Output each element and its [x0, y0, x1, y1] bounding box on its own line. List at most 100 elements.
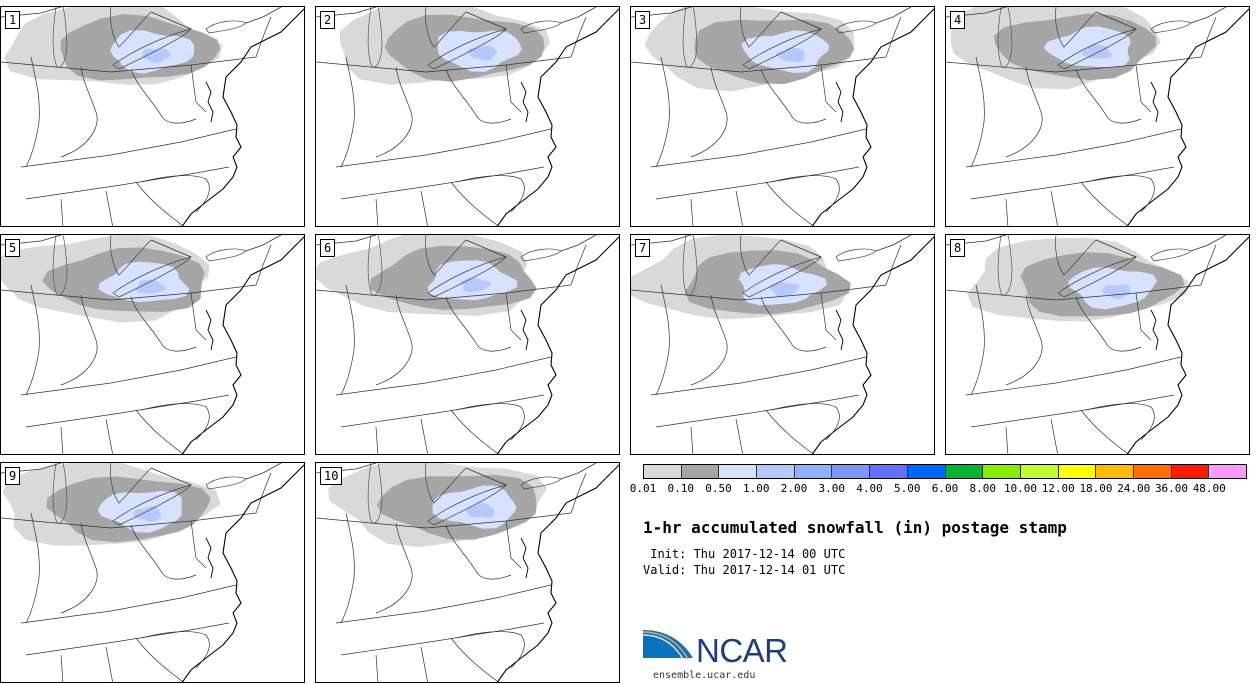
state-border	[1005, 181, 1129, 226]
lake-huron-outline	[110, 463, 152, 504]
state-border	[340, 166, 545, 200]
snow-area-heavier	[461, 277, 492, 293]
state-border	[650, 128, 867, 168]
state-border	[316, 512, 572, 529]
colorbar-tick-label: 3.00	[818, 482, 846, 495]
coastline	[181, 236, 304, 454]
coastline	[181, 464, 304, 682]
chesapeake-coast	[1150, 309, 1159, 351]
lake-michigan-outline	[367, 7, 383, 68]
lake-huron-outline	[110, 235, 152, 276]
chesapeake-coast	[520, 309, 529, 351]
snow-area-heavy	[1043, 26, 1131, 68]
lake-huron-outline	[425, 235, 467, 276]
member-label: 6	[320, 239, 336, 257]
lake-michigan-outline	[682, 7, 698, 68]
lake-huron-outline	[425, 7, 467, 48]
colorbar-segment	[1171, 465, 1210, 478]
snow-area-heavier	[1081, 44, 1112, 59]
member-panel-10: 10	[315, 462, 620, 683]
lake-michigan-outline	[997, 235, 1013, 296]
coastline	[811, 236, 934, 454]
colorbar-tick-label: 2.00	[780, 482, 808, 495]
state-border	[316, 284, 572, 301]
state-border	[255, 16, 272, 58]
state-border	[1135, 64, 1152, 113]
member-panel-1: 1	[0, 6, 305, 227]
chesapeake-coast	[205, 537, 214, 579]
lake-michigan-outline	[367, 463, 383, 524]
state-border	[445, 296, 512, 352]
lake-huron-outline	[1055, 7, 1097, 48]
state-border	[505, 292, 522, 341]
state-border	[1005, 409, 1129, 454]
state-border	[570, 472, 587, 514]
state-border	[25, 394, 230, 428]
snowfall-map	[946, 235, 1249, 454]
lake-ontario-outline	[520, 476, 562, 490]
state-border	[20, 356, 237, 396]
chesapeake-coast	[520, 537, 529, 579]
state-border	[25, 512, 40, 624]
state-border	[1075, 296, 1142, 352]
member-label: 1	[5, 11, 21, 29]
member-label: 2	[320, 11, 336, 29]
site-url: ensemble.ucar.edu	[653, 670, 756, 681]
coastline	[1126, 8, 1249, 226]
colorbar-segment	[719, 465, 758, 478]
colorbar-segment	[870, 465, 908, 478]
colorbar-segment	[1020, 465, 1059, 478]
lake-huron-outline	[740, 235, 782, 276]
state-border	[650, 356, 867, 396]
snow-area-heavier	[133, 506, 162, 522]
lake-ontario-outline	[520, 248, 562, 262]
member-panel-3: 3	[630, 6, 935, 227]
colorbar-segment	[794, 465, 833, 478]
coastline	[496, 464, 619, 682]
ncar-logo	[643, 630, 693, 660]
lake-huron-outline	[425, 463, 467, 504]
colorbar	[643, 464, 1247, 479]
state-border	[140, 403, 210, 441]
state-border	[1200, 244, 1217, 286]
init-time: Init: Thu 2017-12-14 00 UTC	[643, 547, 846, 561]
state-border	[655, 56, 670, 168]
colorbar-tick-label: 10.00	[1003, 482, 1038, 495]
state-border	[820, 64, 837, 113]
member-label: 7	[635, 239, 651, 257]
snowfall-map	[1, 235, 304, 454]
colorbar-segment	[1096, 465, 1134, 478]
lake-ontario-outline	[835, 248, 877, 262]
colorbar-labels: 0.01 0.10 0.50 1.00 2.00 3.00 4.00 5.00 6.00 8.00…	[630, 482, 1247, 496]
state-border	[60, 637, 184, 682]
snow-area-heavier	[466, 502, 495, 518]
snowfall-map	[316, 7, 619, 226]
member-label: 8	[950, 239, 966, 257]
state-border	[1075, 68, 1142, 124]
lake-michigan-outline	[367, 235, 383, 296]
colorbar-tick-label: 18.00	[1079, 482, 1113, 495]
chesapeake-coast	[835, 81, 844, 123]
snow-area-heavier	[467, 45, 498, 61]
colorbar-segment	[757, 465, 795, 478]
state-border	[570, 244, 587, 286]
member-label: 10	[320, 467, 343, 485]
member-panel-5: 5	[0, 234, 305, 455]
lake-ontario-outline	[205, 248, 247, 262]
snowfall-map	[631, 235, 934, 454]
state-border	[340, 622, 545, 656]
state-border	[570, 16, 587, 58]
colorbar-segment	[1133, 465, 1172, 478]
colorbar-segment	[681, 465, 720, 478]
state-border	[631, 284, 887, 301]
member-panel-4: 4	[945, 6, 1250, 227]
snow-area-heavier	[769, 282, 800, 297]
state-border	[190, 292, 207, 341]
chesapeake-coast	[520, 81, 529, 123]
state-border	[340, 512, 355, 624]
state-border	[455, 631, 525, 669]
colorbar-tick-label: 48.00	[1192, 482, 1226, 495]
state-border	[60, 181, 184, 226]
coastline	[181, 8, 304, 226]
state-border	[335, 128, 552, 168]
